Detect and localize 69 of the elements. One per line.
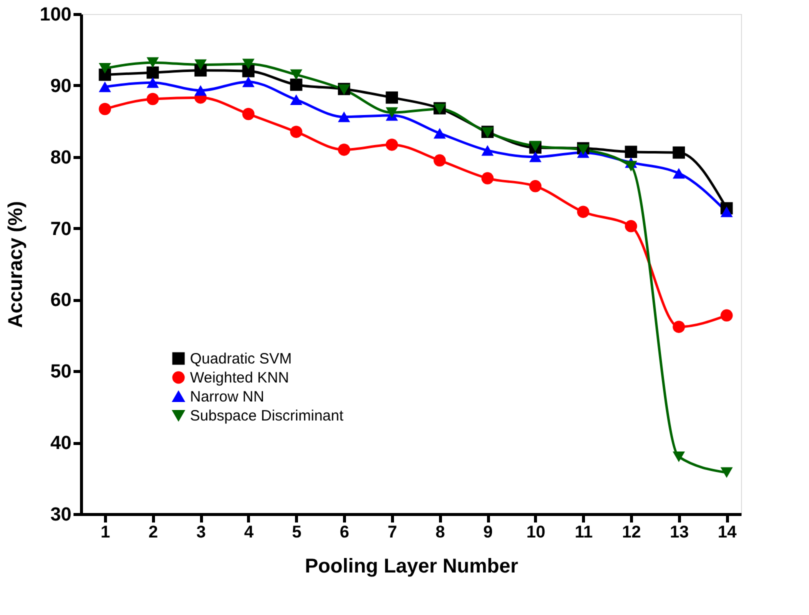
point <box>146 92 159 106</box>
point <box>98 102 112 116</box>
point <box>720 206 733 218</box>
point <box>242 76 255 88</box>
point <box>386 107 398 118</box>
point <box>146 66 159 79</box>
x-tick-label: 3 <box>196 522 206 542</box>
x-tick-label: 2 <box>148 522 158 542</box>
x-tick-label: 10 <box>526 522 546 542</box>
point <box>242 58 255 70</box>
y-tick-label: 90 <box>50 76 72 97</box>
legend-label: Subspace Discriminant <box>190 408 344 424</box>
point <box>98 62 112 74</box>
point <box>672 452 685 462</box>
point <box>720 467 733 478</box>
legend-label: Narrow NN <box>190 388 264 406</box>
point <box>338 112 350 122</box>
point <box>98 82 112 92</box>
y-tick-label: 50 <box>50 362 72 383</box>
point <box>434 128 446 139</box>
point <box>624 220 638 232</box>
point <box>290 94 302 106</box>
legend-label: Weighted KNN <box>190 370 289 386</box>
point <box>672 168 685 179</box>
point <box>194 85 207 96</box>
point <box>529 180 542 192</box>
point <box>98 68 112 81</box>
point <box>386 138 398 151</box>
point <box>290 69 302 80</box>
y-tick-label: 30 <box>50 504 72 526</box>
x-tick-label: 7 <box>388 522 398 542</box>
point <box>242 65 255 78</box>
point <box>624 146 638 158</box>
point <box>529 140 542 152</box>
x-axis-title: Pooling Layer Number <box>304 556 518 578</box>
point <box>672 146 685 159</box>
x-tick-label: 9 <box>483 522 493 542</box>
point <box>386 91 398 104</box>
x-tick-label: 11 <box>574 522 593 542</box>
x-tick-label: 5 <box>292 522 302 542</box>
point <box>577 206 590 218</box>
point <box>624 160 638 172</box>
x-tick-label: 6 <box>340 522 350 542</box>
point <box>481 145 494 156</box>
point <box>338 144 350 156</box>
x-tick-label: 12 <box>622 522 641 542</box>
point <box>434 154 446 167</box>
y-axis-title: Accuracy (%) <box>4 201 27 328</box>
point <box>146 77 159 88</box>
x-tick-label: 8 <box>435 522 445 542</box>
y-tick-label: 100 <box>40 4 72 26</box>
point <box>529 152 542 162</box>
point <box>720 309 733 322</box>
point <box>146 57 159 68</box>
y-tick-label: 40 <box>50 433 72 454</box>
point <box>194 59 207 70</box>
x-tick-label: 13 <box>670 522 689 542</box>
x-tick-label: 14 <box>718 522 738 542</box>
y-tick-label: 80 <box>50 147 72 168</box>
x-tick-label: 1 <box>100 522 110 542</box>
y-tick-label: 70 <box>50 218 72 240</box>
point <box>672 320 685 333</box>
point <box>290 78 302 91</box>
point <box>290 126 302 138</box>
point <box>242 108 255 120</box>
point <box>481 172 494 184</box>
legend-label: Quadratic SVM <box>190 350 292 368</box>
y-tick-label: 60 <box>50 290 72 312</box>
x-tick-label: 4 <box>244 522 254 542</box>
